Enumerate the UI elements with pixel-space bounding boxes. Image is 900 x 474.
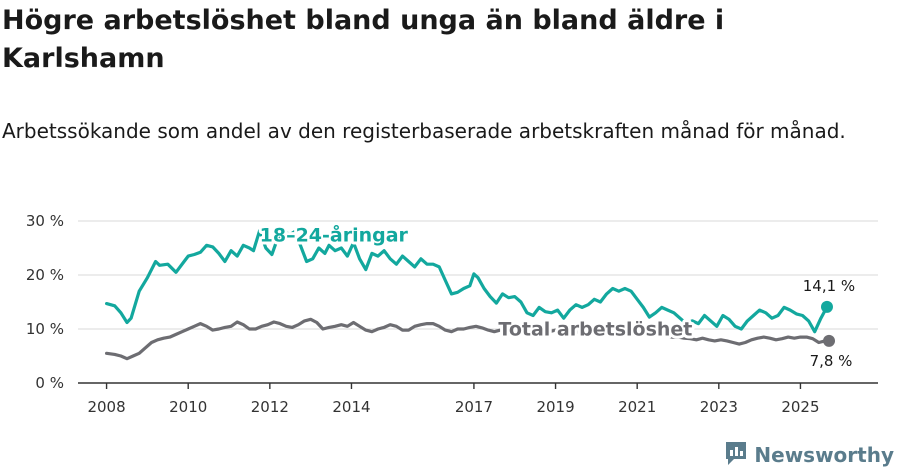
end-point-youth: [820, 300, 833, 313]
series-layer: [105, 229, 831, 361]
newsworthy-logo: Newsworthy: [724, 440, 894, 470]
x-tick-label: 2014: [332, 398, 370, 416]
y-tick-label: 20 %: [26, 266, 64, 284]
chart-title: Högre arbetslöshet bland unga än bland ä…: [2, 5, 725, 74]
end-label-youth: 14,1 %: [803, 277, 855, 295]
x-tick-label: 2008: [87, 398, 125, 416]
x-tick-label: 2021: [618, 398, 656, 416]
end-point-total: [823, 334, 836, 347]
x-tick-label: 2019: [536, 398, 574, 416]
x-tick-label: 2017: [455, 398, 493, 416]
y-tick-label: 30 %: [26, 212, 64, 230]
end-label-total: 7,8 %: [810, 352, 853, 370]
newsworthy-logo-icon: [724, 440, 748, 470]
x-tick-label: 2023: [700, 398, 738, 416]
series-line-total: [105, 317, 831, 361]
x-tick-label: 2010: [169, 398, 207, 416]
series-label-total: Total arbetslöshet: [498, 318, 692, 340]
axes: 0 % 10 % 20 % 30 % 2008 2010 2012 2014 2017 2019 2…: [26, 212, 878, 416]
x-tick-label: 2012: [251, 398, 289, 416]
y-tick-label: 0 %: [35, 374, 64, 392]
series-label-youth: 18–24-åringar: [260, 223, 409, 247]
brand-name: Newsworthy: [754, 443, 894, 467]
chart-subtitle: Arbetssökande som andel av den registerb…: [2, 119, 846, 143]
x-tick-label: 2025: [781, 398, 819, 416]
series-line-youth: [105, 229, 829, 334]
y-tick-label: 10 %: [26, 320, 64, 338]
label-layer: 18–24-åringar Total arbetslöshet 14,1 % 7,8…: [257, 220, 856, 370]
